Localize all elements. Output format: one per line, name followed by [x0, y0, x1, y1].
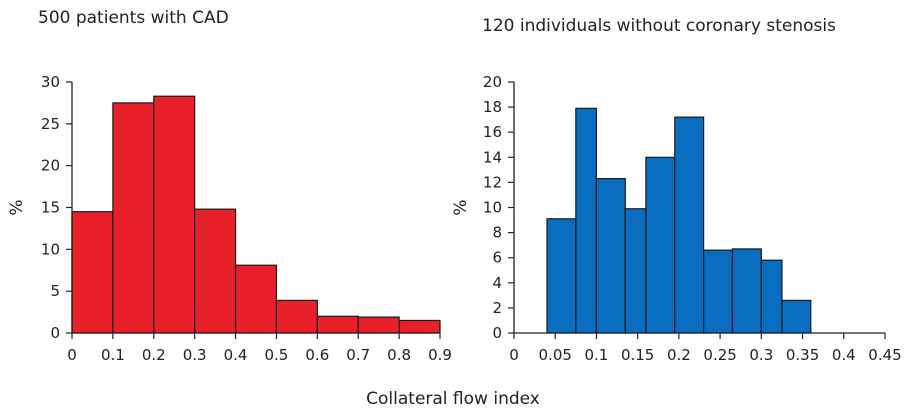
left-chart-bar-0 [71, 211, 114, 334]
right-chart-x-tick-label-4: 0.2 [667, 346, 691, 364]
right-chart-bar-1 [575, 107, 598, 334]
left-chart-y-tick-label-4: 20 [41, 157, 60, 175]
right-chart-title: 120 individuals without coronary stenosi… [482, 16, 836, 36]
right-chart-y-tick-label-8: 16 [483, 123, 502, 141]
right-chart-x-tick-label-3: 0.15 [621, 346, 654, 364]
right-chart-y-tick-label-2: 4 [492, 274, 502, 292]
left-chart-y-tick-label-0: 0 [50, 324, 60, 342]
shared-x-axis-label: Collateral flow index [366, 389, 540, 409]
right-chart-bar-2 [595, 178, 626, 334]
right-chart-x-tick-label-7: 0.35 [786, 346, 819, 364]
left-chart-x-tick-label-3: 0.3 [183, 346, 207, 364]
right-chart-y-tick-label-4: 8 [492, 224, 502, 242]
right-chart-x-tick-label-8: 0.4 [832, 346, 856, 364]
left-chart-bar-6 [316, 315, 359, 334]
left-chart-y-tick-label-5: 25 [41, 115, 60, 133]
left-chart-x-tick-label-2: 0.2 [142, 346, 166, 364]
left-chart-bar-7 [357, 316, 400, 334]
left-chart-bar-1 [112, 102, 155, 334]
left-chart-x-tick-label-4: 0.4 [224, 346, 248, 364]
left-chart: 0 0.1 0.2 0.3 0.4 0.5 0.6 0.7 0.8 0.9 0 5 10 15 20 25 30… [7, 73, 452, 364]
right-chart-bar-6 [703, 249, 734, 334]
right-chart-bar-5 [674, 116, 705, 334]
right-chart-y-tick-label-1: 2 [492, 299, 502, 317]
left-chart-y-tick-label-3: 15 [41, 199, 60, 217]
left-chart-x-tick-label-6: 0.6 [305, 346, 329, 364]
right-chart-bar-7 [731, 248, 762, 334]
left-chart-y-tick-label-6: 30 [41, 73, 60, 91]
right-chart-x-tick-label-2: 0.1 [585, 346, 609, 364]
left-chart-x-tick-label-1: 0.1 [101, 346, 125, 364]
right-chart-bar-9 [781, 299, 812, 334]
right-chart-y-tick-label-7: 14 [483, 148, 502, 166]
left-chart-bar-4 [234, 264, 278, 334]
left-chart-x-tick-label-0: 0 [67, 346, 77, 364]
right-chart-y-axis-label: % [451, 199, 471, 215]
left-chart-bar-3 [194, 208, 237, 334]
left-chart-x-tick-label-5: 0.5 [265, 346, 289, 364]
right-chart-x-tick-label-6: 0.3 [749, 346, 773, 364]
right-chart-x-tick-label-1: 0.05 [539, 346, 572, 364]
left-chart-x-tick-label-9: 0.9 [428, 346, 452, 364]
left-chart-y-tick-label-1: 5 [50, 282, 60, 300]
right-chart-y-tick-label-0: 0 [492, 324, 502, 342]
left-chart-bar-2 [153, 95, 196, 334]
right-chart-x-tick-label-0: 0 [509, 346, 519, 364]
right-chart-y-tick-label-3: 6 [492, 249, 502, 267]
left-chart-x-tick-label-7: 0.7 [346, 346, 370, 364]
left-chart-title: 500 patients with CAD [38, 8, 229, 28]
right-chart-bar-0 [546, 218, 577, 334]
right-chart-bar-8 [760, 259, 783, 334]
right-chart-x-tick-label-5: 0.25 [703, 346, 736, 364]
left-chart-bar-5 [275, 299, 318, 334]
left-chart-bar-8 [398, 319, 441, 334]
right-chart-y-tick-label-6: 12 [483, 173, 502, 191]
left-chart-y-tick-label-2: 10 [41, 240, 60, 258]
right-chart-y-tick-label-10: 20 [483, 73, 502, 91]
right-chart-bar-4 [645, 156, 676, 334]
right-chart-bar-3 [624, 208, 647, 334]
right-chart-y-tick-label-9: 18 [483, 98, 502, 116]
right-chart-x-tick-label-9: 0.45 [868, 346, 901, 364]
right-chart: 0 0.05 0.1 0.15 0.2 0.25 0.3 0.35 0.4 0.45 0 2 4 6 8 10… [451, 73, 902, 364]
left-chart-y-axis-label: % [7, 199, 27, 215]
right-chart-y-tick-label-5: 10 [483, 199, 502, 217]
left-chart-x-tick-label-8: 0.8 [387, 346, 411, 364]
